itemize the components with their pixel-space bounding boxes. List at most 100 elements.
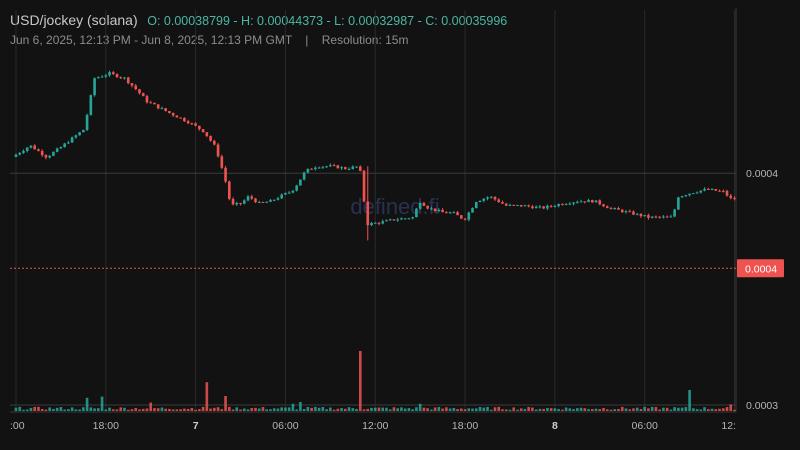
candle-body xyxy=(557,204,560,207)
candle-body xyxy=(321,166,325,168)
candle-body xyxy=(261,201,265,203)
candle-body xyxy=(25,147,29,151)
candle-body xyxy=(437,209,441,212)
candle-body xyxy=(692,193,695,195)
volume-bar xyxy=(721,408,725,411)
volume-bar xyxy=(489,409,493,411)
candle-body xyxy=(89,95,93,115)
candle-body xyxy=(467,212,471,220)
candle-body xyxy=(111,72,115,75)
volume-bar xyxy=(108,407,111,411)
volume-bar xyxy=(493,407,497,411)
candle-body xyxy=(194,123,197,126)
candle-body xyxy=(343,167,347,170)
volume-bar xyxy=(706,409,710,411)
candle-body xyxy=(474,202,478,208)
volume-bar xyxy=(231,409,235,411)
volume-bar xyxy=(583,408,587,411)
volume-bar xyxy=(373,407,377,411)
candle-body xyxy=(250,196,254,199)
volume-bar xyxy=(299,402,302,411)
resolution-label[interactable]: Resolution: 15m xyxy=(321,33,409,47)
volume-bar xyxy=(549,408,553,411)
volume-bar xyxy=(138,409,141,411)
volume-bar xyxy=(276,408,280,411)
volume-bar xyxy=(680,407,684,411)
candle-body xyxy=(519,204,523,207)
candle-body xyxy=(104,75,108,77)
volume-bar xyxy=(186,408,190,411)
candle-body xyxy=(714,189,718,191)
candle-body xyxy=(721,190,725,192)
volume-bar xyxy=(725,407,729,411)
ohlc-values: O: 0.00038799 - H: 0.00044373 - L: 0.000… xyxy=(147,14,508,28)
volume-bar xyxy=(366,408,370,411)
volume-bar xyxy=(478,406,482,411)
candle-body xyxy=(201,129,205,133)
volume-bar xyxy=(422,407,426,411)
candle-body xyxy=(239,202,242,204)
volume-bar xyxy=(295,409,298,411)
volume-bar xyxy=(639,408,643,411)
volume-bar xyxy=(542,408,545,411)
volume-bar xyxy=(33,406,37,411)
candle-body xyxy=(299,179,302,186)
candle-body xyxy=(538,206,542,208)
volume-bar xyxy=(557,408,560,411)
candle-body xyxy=(497,199,501,203)
candle-body xyxy=(220,156,224,168)
volume-bar xyxy=(561,409,564,411)
candle-body xyxy=(452,212,456,214)
volume-bar xyxy=(119,407,123,411)
candle-body xyxy=(624,211,628,213)
volume-bar xyxy=(257,408,261,411)
candle-body xyxy=(609,208,613,210)
candle-body xyxy=(512,204,516,206)
x-tick-label: 18:00 xyxy=(93,420,119,432)
volume-bar xyxy=(115,409,119,411)
volume-bar xyxy=(194,409,197,411)
candle-body xyxy=(617,207,620,210)
candle-body xyxy=(448,212,452,214)
candle-body xyxy=(516,204,519,206)
volume-bar xyxy=(355,408,358,411)
candle-body xyxy=(489,196,493,198)
candle-body xyxy=(733,198,736,200)
x-tick-label: :00 xyxy=(10,420,25,432)
candle-body xyxy=(643,215,646,217)
candle-body xyxy=(688,193,691,196)
candle-body xyxy=(317,167,321,169)
volume-bar xyxy=(617,408,620,411)
candle-body xyxy=(314,167,317,170)
x-tick-label: 06:00 xyxy=(272,420,298,432)
volume-bar xyxy=(168,408,171,411)
volume-bar xyxy=(329,407,332,411)
volume-bar xyxy=(141,408,145,411)
volume-bar xyxy=(55,407,59,411)
candle-body xyxy=(134,85,138,90)
volume-bar xyxy=(306,407,310,411)
x-tick-label: 18:00 xyxy=(452,420,478,432)
candle-body xyxy=(632,211,635,215)
volume-bar xyxy=(534,409,538,411)
volume-group xyxy=(14,351,736,411)
volume-bar xyxy=(22,409,25,411)
candle-body xyxy=(590,200,594,203)
volume-bar xyxy=(400,407,403,411)
candle-body xyxy=(579,201,583,203)
volume-bar xyxy=(474,408,478,411)
volume-bar xyxy=(272,408,276,411)
volume-bar xyxy=(632,408,635,411)
volume-bar xyxy=(650,406,654,411)
volume-bar xyxy=(134,407,138,411)
volume-bar xyxy=(126,409,130,411)
candle-body xyxy=(295,185,298,191)
volume-bar xyxy=(269,409,272,411)
volume-bar xyxy=(508,409,512,411)
candle-body xyxy=(677,197,680,210)
candle-body xyxy=(340,167,343,169)
candle-body xyxy=(52,151,55,156)
candle-body xyxy=(18,152,22,155)
candle-body xyxy=(729,195,733,199)
